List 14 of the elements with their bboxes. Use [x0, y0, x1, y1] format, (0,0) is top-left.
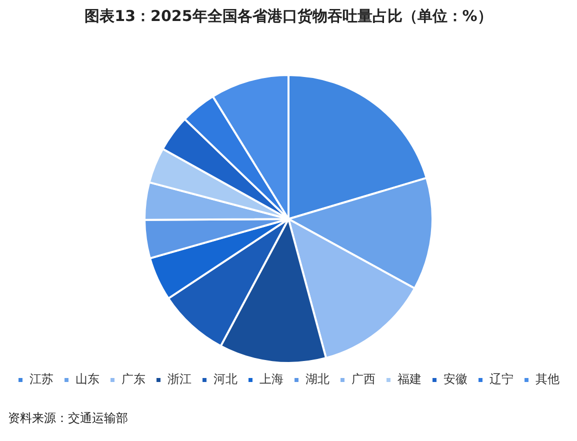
legend-label: 辽宁 — [490, 372, 514, 386]
legend-label: 浙江 — [168, 372, 192, 386]
legend-label: 广西 — [352, 372, 376, 386]
legend-label: 河北 — [214, 372, 238, 386]
text: 资料来源：交通运输部 — [8, 410, 128, 427]
legend-label: 广东 — [122, 372, 146, 386]
legend-label: 湖北 — [306, 372, 330, 386]
chart-title: 图表13：2025年全国各省港口货物吞吐量占比（单位：%） — [84, 6, 492, 25]
legend-label: 山东 — [76, 372, 100, 386]
legend-label: 江苏 — [30, 372, 54, 386]
legend-label: 上海 — [260, 372, 284, 386]
legend-label: 安徽 — [444, 372, 468, 386]
legend-label: 其他 — [536, 372, 560, 386]
legend-label: 福建 — [398, 372, 422, 386]
